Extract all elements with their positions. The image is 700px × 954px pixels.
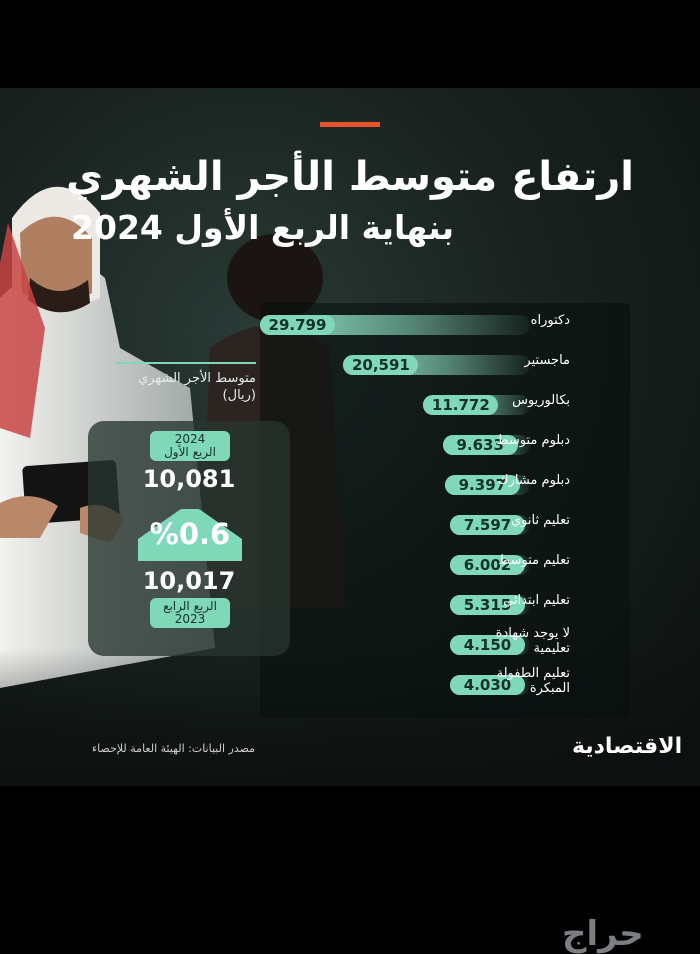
bar-category-label: دبلوم متوسط xyxy=(496,433,570,448)
bar-row: 6.002 تعليم متوسط xyxy=(260,543,630,583)
bar-value-label: 20,591 xyxy=(343,355,419,375)
previous-year: 2023 xyxy=(174,612,206,626)
bar-row: 9.397 دبلوم مشارك xyxy=(260,463,630,503)
bar-row: 20,591 ماجستير xyxy=(260,343,630,383)
bar-row: 9.633 دبلوم متوسط xyxy=(260,423,630,463)
bar-value-label: 5.315 xyxy=(450,595,525,615)
increase-arrow-icon xyxy=(138,509,242,561)
bar-value-label: 11.772 xyxy=(423,395,499,415)
current-wage-value: 10,081 xyxy=(142,465,236,493)
bar-row: 11.772 بكالوريوس xyxy=(260,383,630,423)
infographic-poster: ارتفاع متوسط الأجر الشهري بنهاية الربع ا… xyxy=(0,88,700,786)
bar-category-label: تعليم متوسط xyxy=(498,553,570,568)
average-wage-unit: (ريال) xyxy=(222,388,256,403)
bar-category-label: ماجستير xyxy=(524,353,570,368)
bar-category-label: تعليم الطفولة المبكرة xyxy=(496,666,570,696)
current-period-tag: 2024 الربع الأول xyxy=(150,431,230,461)
bar-category-label: بكالوريوس xyxy=(512,393,570,408)
bar-value-label: 4.150 xyxy=(450,635,525,655)
bar-row: 29.799 دكتوراه xyxy=(260,303,630,343)
bar-value-label: 9.633 xyxy=(442,435,518,455)
bar-category-label: دكتوراه xyxy=(530,313,570,328)
accent-bar xyxy=(320,122,380,127)
bar-value-label: 6.002 xyxy=(450,555,525,575)
bar-value-label: 9.397 xyxy=(444,475,520,495)
bar-value-label: 7.597 xyxy=(450,515,525,535)
previous-wage-value: 10,017 xyxy=(142,567,236,595)
change-percent: %0.6 xyxy=(149,517,231,551)
average-wage-heading-line1: متوسط الأجر الشهري xyxy=(138,371,256,386)
previous-period-tag: الربع الرابع 2023 xyxy=(150,598,230,628)
bar-row: 5.315 تعليم ابتدائي xyxy=(260,583,630,623)
chart-title: ارتفاع متوسط الأجر الشهري xyxy=(66,154,634,200)
current-quarter: الربع الأول xyxy=(164,445,216,459)
bar-row: 4.030 تعليم الطفولة المبكرة xyxy=(260,663,630,703)
bar-category-label: دبلوم مشارك xyxy=(497,473,570,488)
previous-quarter: الربع الرابع xyxy=(163,599,217,613)
watermark-logo: حراج xyxy=(562,914,646,954)
current-year: 2024 xyxy=(174,432,206,446)
average-wage-heading: متوسط الأجر الشهري (ريال) xyxy=(116,362,256,404)
bar-value-label: 4.030 xyxy=(450,675,525,695)
bar-row: 4.150 لا يوجد شهادة تعليمية xyxy=(260,623,630,663)
wage-comparison-box: 2024 الربع الأول 10,081 %0.6 10,017 الرب… xyxy=(88,421,290,656)
bar-category-label: تعليم ثانوي xyxy=(511,513,570,528)
bar-category-label: تعليم ابتدائي xyxy=(503,593,570,608)
bar-value-label: 29.799 xyxy=(260,315,335,335)
bar-category-label: لا يوجد شهادة تعليمية xyxy=(495,626,570,656)
bar-row: 7.597 تعليم ثانوي xyxy=(260,503,630,543)
chart-subtitle: بنهاية الربع الأول 2024 xyxy=(71,208,454,247)
bar-chart-panel: 29.799 دكتوراه 20,591 ماجستير 11.772 بكالوريو… xyxy=(260,303,630,718)
data-source-note: مصدر البيانات: الهيئة العامة للإحصاء xyxy=(92,742,256,755)
brand-logo: الاقتصادية xyxy=(572,734,683,759)
